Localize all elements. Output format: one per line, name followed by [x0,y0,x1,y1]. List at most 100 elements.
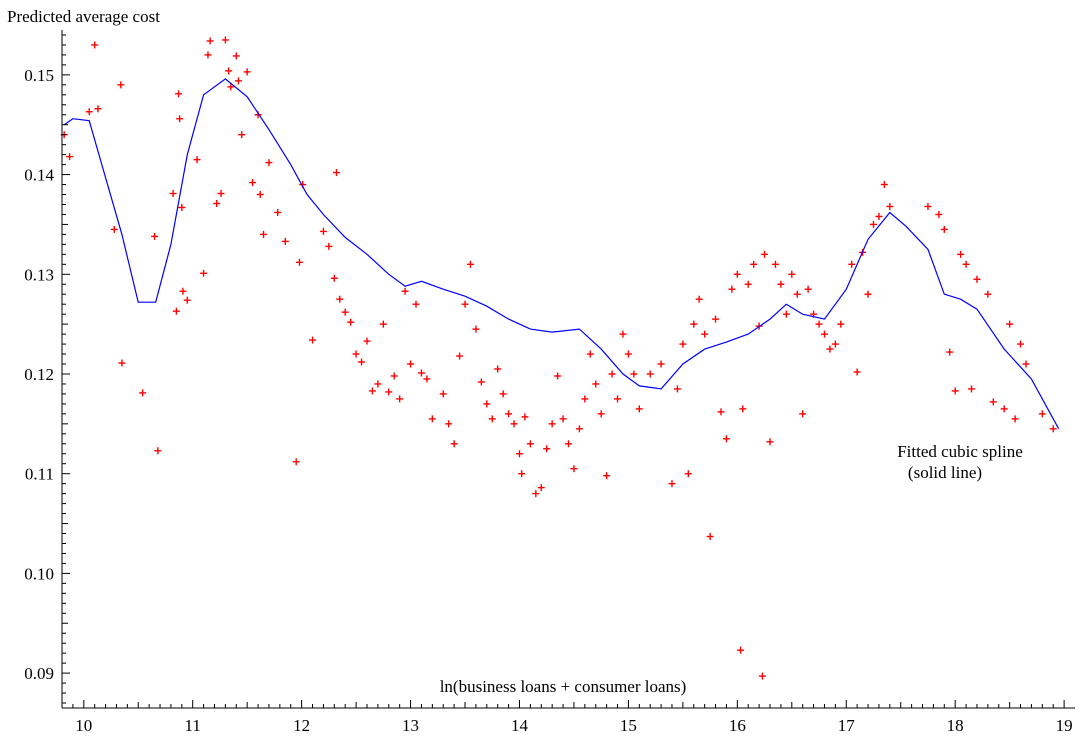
data-point [336,295,344,303]
data-point [412,300,420,308]
spline-line [63,78,1060,430]
data-point [744,280,752,288]
data-point [274,208,282,216]
data-point [374,380,382,388]
data-point [706,533,714,541]
data-point [423,375,431,383]
data-point [951,387,959,395]
data-point [586,350,594,358]
y-tick-label: 0.09 [24,664,54,683]
data-point [505,410,513,418]
data-point [352,350,360,358]
data-point [91,41,99,49]
data-point [417,369,425,377]
data-point [924,202,932,210]
x-tick-label: 18 [947,716,964,735]
data-point [737,646,745,654]
spline-annotation-line-2: (solid line) [908,463,982,482]
data-point [368,387,376,395]
x-tick-label: 10 [75,716,92,735]
data-point [935,210,943,218]
data-point [85,108,93,116]
data-point [221,36,229,44]
data-point [804,285,812,293]
data-point [581,395,589,403]
data-point [260,230,268,238]
data-point [537,484,545,492]
data-point [815,320,823,328]
data-point [183,296,191,304]
data-point [154,447,162,455]
data-point [592,380,600,388]
axes: 10 11 12 13 14 15 16 17 18 19 0.09 0.10 0.11 0.12 0.13… [24,30,1075,735]
data-point [521,413,529,421]
data-point [213,199,221,207]
data-point [206,37,214,45]
data-point [962,260,970,268]
data-point [1006,320,1014,328]
data-point [630,370,638,378]
data-point [733,270,741,278]
data-point [234,77,242,85]
data-point [875,212,883,220]
x-axis-label: ln(business loans + consumer loans) [440,677,687,696]
data-point [570,465,578,473]
data-point [548,420,556,428]
data-point [946,348,954,356]
spline-annotation-line-1: Fitted cubic spline [897,442,1023,461]
data-point [445,420,453,428]
x-tick-label: 11 [185,716,201,735]
data-point [668,480,676,488]
x-tick-label: 12 [293,716,310,735]
data-point [869,220,877,228]
data-point [110,225,118,233]
data-point [358,358,366,366]
data-point [543,445,551,453]
data-point [968,385,976,393]
data-point [973,275,981,283]
data-point [325,242,333,250]
data-point [401,287,409,295]
data-point [758,672,766,680]
data-point [690,320,698,328]
data-point [295,258,303,266]
data-point [396,395,404,403]
data-point [193,156,201,164]
data-point [750,260,758,268]
data-point [526,440,534,448]
data-point [439,390,447,398]
data-point [1038,410,1046,418]
data-point [793,290,801,298]
data-point [989,398,997,406]
y-axis-label: Predicted average cost [7,7,160,26]
data-point [238,131,246,139]
x-tick-label: 14 [511,716,529,735]
data-point [695,295,703,303]
y-tick-label: 0.12 [24,365,54,384]
data-point [619,330,627,338]
data-point [679,340,687,348]
data-point [515,450,523,458]
data-point [608,370,616,378]
data-point [532,490,540,498]
data-point [151,232,159,240]
x-tick-label: 13 [402,716,419,735]
data-point [309,336,317,344]
data-point [782,310,790,318]
data-point [225,67,233,75]
data-point [200,269,208,277]
data-point [940,225,948,233]
data-point [597,410,605,418]
data-point [831,340,839,348]
data-point [1022,360,1030,368]
data-point [864,290,872,298]
data-point [139,389,147,397]
data-point [1049,425,1057,433]
data-point [466,260,474,268]
data-point [1000,405,1008,413]
data-point [385,388,393,396]
data-point [559,415,567,423]
data-point [717,408,725,416]
data-point [826,345,834,353]
